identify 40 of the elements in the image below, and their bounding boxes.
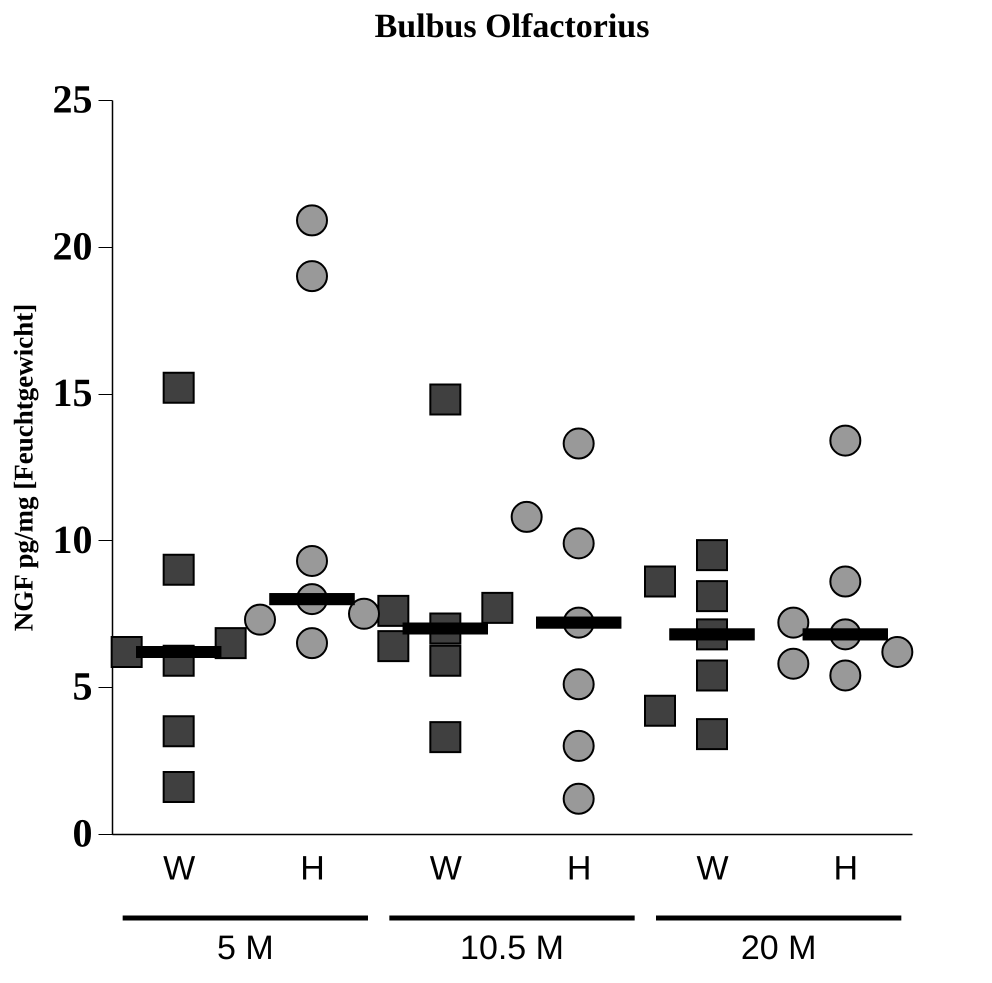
point — [562, 428, 595, 460]
point — [429, 383, 462, 416]
point — [429, 721, 462, 754]
point — [296, 260, 328, 292]
point — [562, 668, 595, 700]
y-tick-label: 25 — [52, 76, 92, 122]
chart-title: Bulbus Olfactorius — [374, 8, 650, 45]
point — [562, 730, 595, 762]
text: 20 M — [740, 929, 816, 967]
point — [162, 372, 195, 404]
point — [829, 566, 862, 598]
point — [696, 659, 728, 692]
x-tick-label: H — [300, 850, 325, 888]
point — [296, 544, 328, 577]
x-tick-label: W — [430, 850, 462, 888]
x-tick-label: W — [163, 850, 196, 888]
point — [429, 644, 462, 677]
point — [696, 539, 728, 572]
text: 5 M — [216, 929, 274, 967]
point — [696, 580, 728, 612]
point — [296, 204, 328, 236]
y-axis-title: NGF pg/mg [Feuchtgewicht] — [8, 304, 38, 632]
y-tick-label: 5 — [72, 664, 92, 709]
point — [162, 715, 195, 748]
y-tick-label: 15 — [52, 370, 92, 416]
point — [562, 527, 595, 560]
y-tick-label: 20 — [52, 223, 92, 268]
y-tick-label: 10 — [52, 516, 92, 562]
point — [562, 782, 595, 815]
point — [696, 718, 728, 750]
y-tick-label: 0 — [72, 810, 92, 856]
x-tick-label: W — [696, 850, 729, 888]
point — [829, 424, 862, 457]
point — [296, 627, 328, 660]
point — [162, 771, 195, 804]
text: 10.5 M — [460, 929, 564, 967]
point — [829, 659, 862, 692]
x-tick-label: H — [834, 850, 858, 888]
x-tick-label: H — [566, 850, 592, 888]
point — [162, 554, 195, 586]
